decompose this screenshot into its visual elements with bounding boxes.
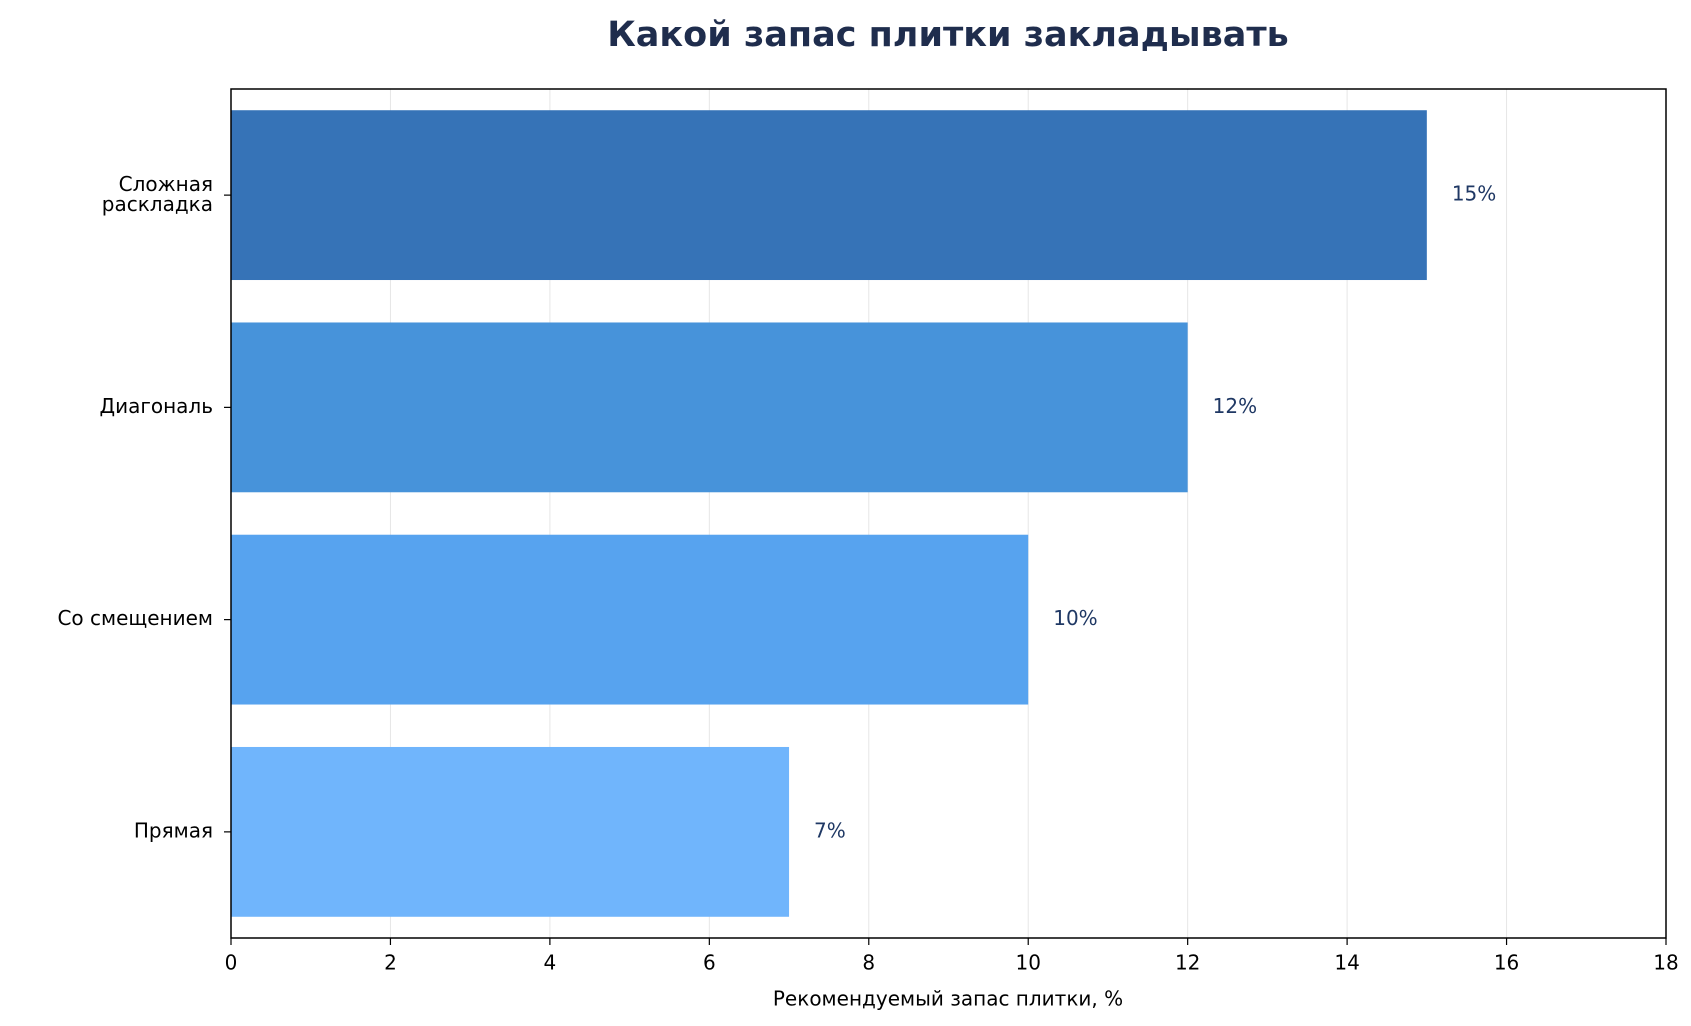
y-tick-label: Диагональ	[99, 394, 213, 418]
x-tick-label: 10	[1015, 951, 1040, 975]
x-tick-label: 0	[225, 951, 238, 975]
value-label: 15%	[1452, 182, 1496, 206]
plot-frame	[230, 88, 1667, 939]
bar	[231, 534, 1029, 705]
y-tick-label: Сложная раскладка	[102, 172, 213, 216]
x-tick-label: 14	[1334, 951, 1359, 975]
y-tick-label: Прямая	[134, 818, 213, 842]
x-tick-label: 8	[862, 951, 875, 975]
bar	[231, 322, 1188, 493]
x-tick-label: 18	[1653, 951, 1678, 975]
x-tick-label: 4	[544, 951, 557, 975]
x-tick-label: 2	[384, 951, 397, 975]
chart-title: Какой запас плитки закладывать	[607, 15, 1289, 55]
value-label: 10%	[1053, 606, 1097, 630]
value-label: 7%	[814, 818, 846, 842]
x-tick-label: 16	[1494, 951, 1519, 975]
x-tick-label: 6	[703, 951, 716, 975]
bar	[231, 746, 790, 917]
bar	[231, 110, 1427, 281]
y-tick-label: Со смещением	[57, 606, 213, 630]
x-tick-label: 12	[1175, 951, 1200, 975]
value-label: 12%	[1213, 394, 1257, 418]
x-axis-label: Рекомендуемый запас плитки, %	[773, 987, 1123, 1011]
